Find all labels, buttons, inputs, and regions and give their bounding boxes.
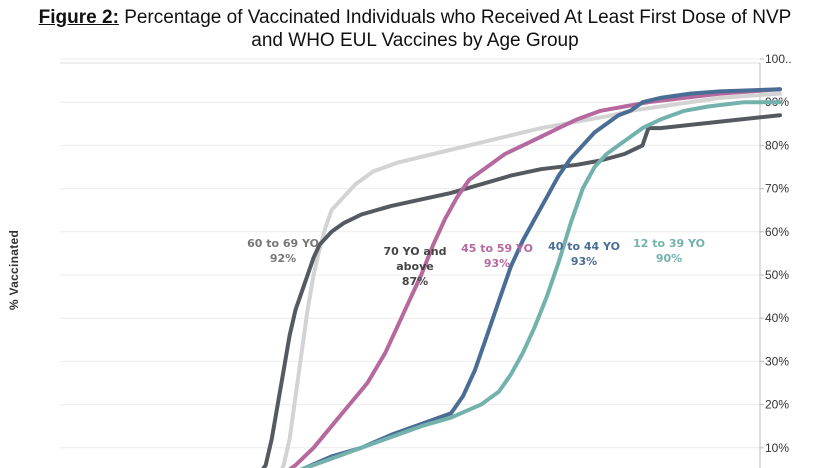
series-label: 40 to 44 YO 93%: [548, 240, 620, 268]
y-tick-label: 10%: [765, 441, 789, 455]
series-labels: 60 to 69 YO 92% 70 YO and above 87% 45 to 59 …: [247, 237, 705, 288]
series-line-45-to-59-yo: [288, 87, 782, 468]
y-tick-label: 60%: [765, 225, 789, 239]
series-line-40-to-44-yo: [299, 87, 782, 468]
y-tick-label: 100..: [765, 52, 792, 66]
y-tick-label: 80%: [765, 138, 789, 152]
y-tick-label: 70%: [765, 182, 789, 196]
y-tick-label: 20%: [765, 398, 789, 412]
chart-title: Figure 2: Percentage of Vaccinated Indiv…: [0, 6, 830, 52]
series-label: 45 to 59 YO 93%: [461, 242, 533, 270]
y-tick-label: 40%: [765, 311, 789, 325]
series-lines: [261, 87, 782, 468]
series-label: 70 YO and above 87%: [383, 245, 446, 288]
series-line-12-to-39-yo: [299, 100, 782, 468]
y-axis: 10%20%30%40%50%60%70%80%90%100..: [759, 52, 792, 468]
title-line2: and WHO EUL Vaccines by Age Group: [251, 30, 579, 51]
series-line-60-to-69-yo: [280, 91, 782, 468]
y-tick-label: 50%: [765, 268, 789, 282]
series-label: 12 to 39 YO 90%: [633, 237, 705, 265]
y-tick-label: 30%: [765, 354, 789, 368]
series-line-70-yo-and-above: [261, 113, 782, 468]
figure-label: Figure 2:: [38, 7, 119, 28]
series-label: 60 to 69 YO 92%: [247, 237, 319, 265]
title-line1: Percentage of Vaccinated Individuals who…: [124, 7, 792, 28]
